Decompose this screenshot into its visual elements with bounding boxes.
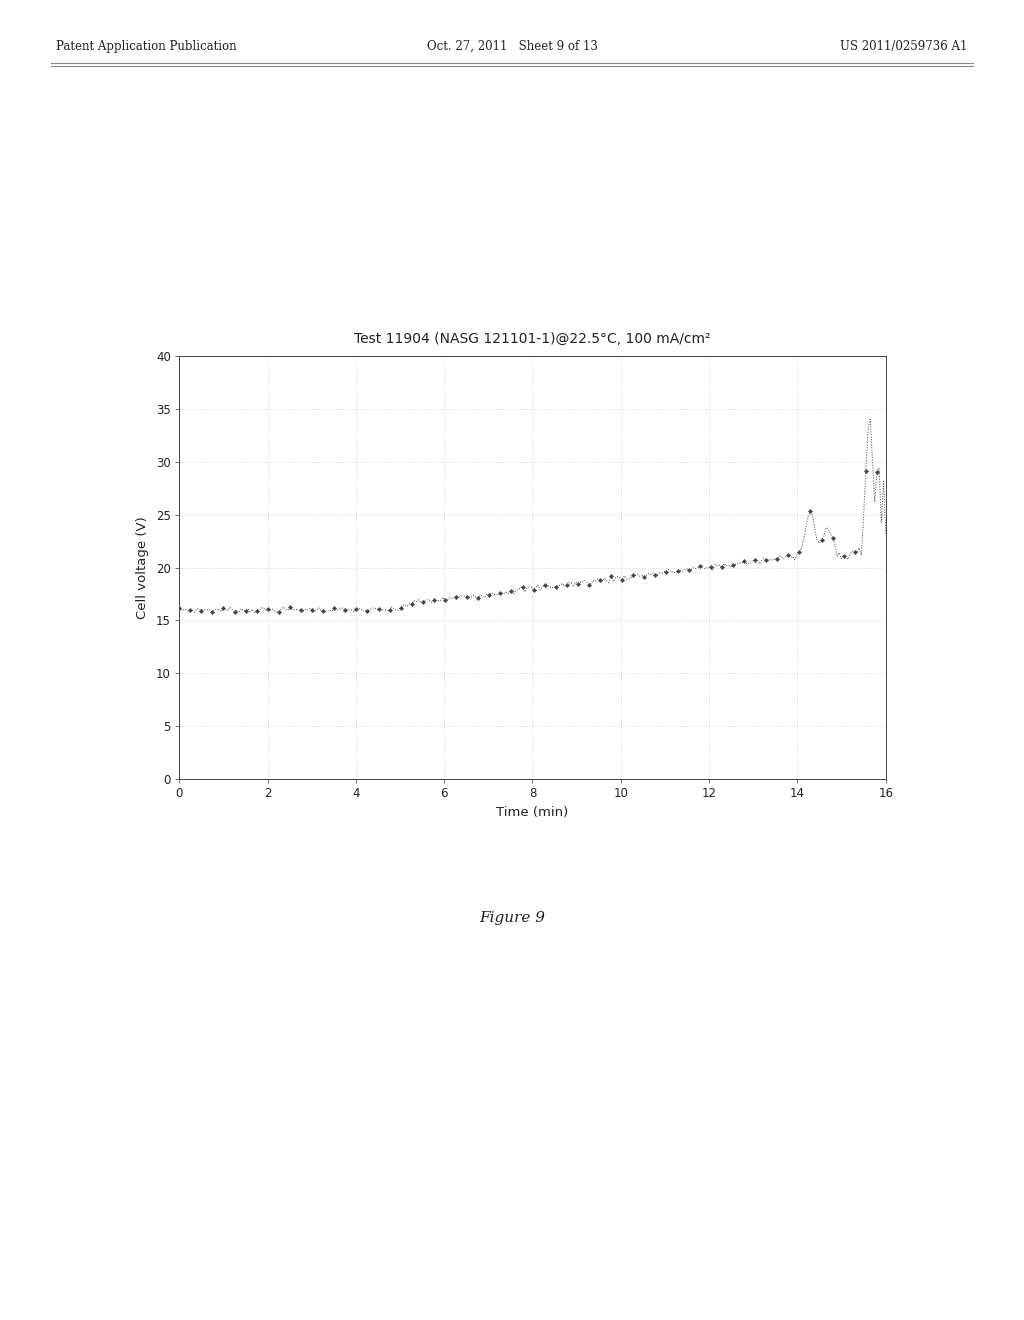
Text: Figure 9: Figure 9 — [479, 911, 545, 925]
X-axis label: Time (min): Time (min) — [497, 805, 568, 818]
Text: US 2011/0259736 A1: US 2011/0259736 A1 — [841, 40, 968, 53]
Text: Oct. 27, 2011   Sheet 9 of 13: Oct. 27, 2011 Sheet 9 of 13 — [427, 40, 597, 53]
Title: Test 11904 (NASG 121101-1)@22.5°C, 100 mA/cm²: Test 11904 (NASG 121101-1)@22.5°C, 100 m… — [354, 331, 711, 346]
Y-axis label: Cell voltage (V): Cell voltage (V) — [136, 516, 150, 619]
Text: Patent Application Publication: Patent Application Publication — [56, 40, 237, 53]
